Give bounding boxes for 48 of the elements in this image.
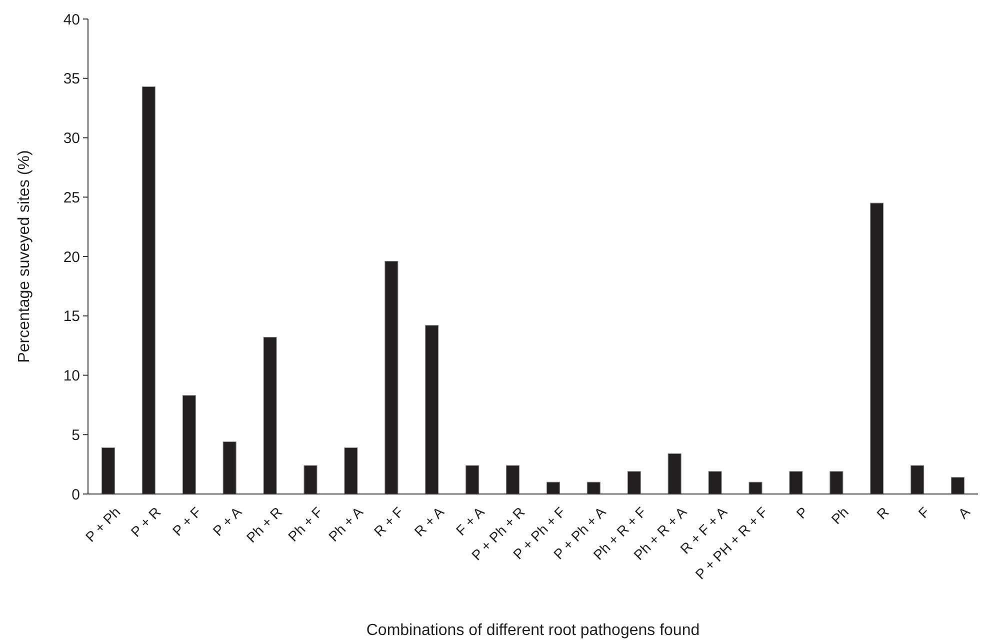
x-tick-label: R + A (411, 503, 448, 540)
y-tick-label: 5 (72, 426, 80, 444)
bar (870, 202, 884, 494)
x-tick-label: P + F (169, 504, 204, 539)
bar (506, 465, 520, 494)
bar (304, 465, 318, 494)
bar (466, 465, 480, 494)
x-tick-label: Ph + R (243, 504, 286, 546)
y-tick-label: 40 (63, 11, 80, 28)
bar (344, 447, 358, 494)
y-tick-label: 25 (63, 189, 80, 206)
y-tick-label: 0 (72, 486, 80, 504)
bar (263, 336, 277, 494)
bar (789, 471, 803, 494)
bar (668, 453, 682, 494)
bar (708, 471, 722, 494)
y-tick-label: 20 (63, 248, 80, 266)
bar (425, 325, 439, 494)
x-tick-label: P (793, 504, 812, 522)
bar (182, 395, 196, 494)
y-tick-label: 30 (63, 130, 80, 147)
y-axis-title: Percentage suveyed sites (%) (16, 150, 33, 363)
bar (384, 260, 398, 494)
x-tick-label: F + A (452, 503, 488, 538)
x-tick-label: P + R (128, 504, 164, 540)
bar (142, 86, 156, 494)
x-tick-label: Ph + F (284, 504, 326, 544)
y-tick-label: 35 (63, 70, 80, 88)
x-tick-label: R + F (370, 504, 406, 540)
x-tick-label: Ph + A (325, 503, 366, 545)
x-tick-label: R (873, 504, 892, 522)
y-tick-label: 10 (63, 368, 80, 384)
x-tick-label: F (915, 504, 932, 522)
bar (910, 465, 924, 494)
x-tick-label: Ph (828, 504, 852, 528)
x-tick-label: P + A (210, 503, 246, 539)
bar (748, 482, 762, 494)
bar (546, 482, 560, 494)
bar (586, 482, 600, 494)
bar (830, 471, 844, 494)
bar (222, 441, 236, 494)
bar (101, 447, 115, 494)
y-tick-label: 15 (63, 308, 80, 326)
x-axis-title: Combinations of different root pathogens found (366, 622, 700, 639)
bar (627, 471, 641, 494)
x-tick-label: P + Ph (82, 504, 124, 545)
bar (951, 477, 965, 494)
x-tick-label: A (954, 503, 974, 522)
